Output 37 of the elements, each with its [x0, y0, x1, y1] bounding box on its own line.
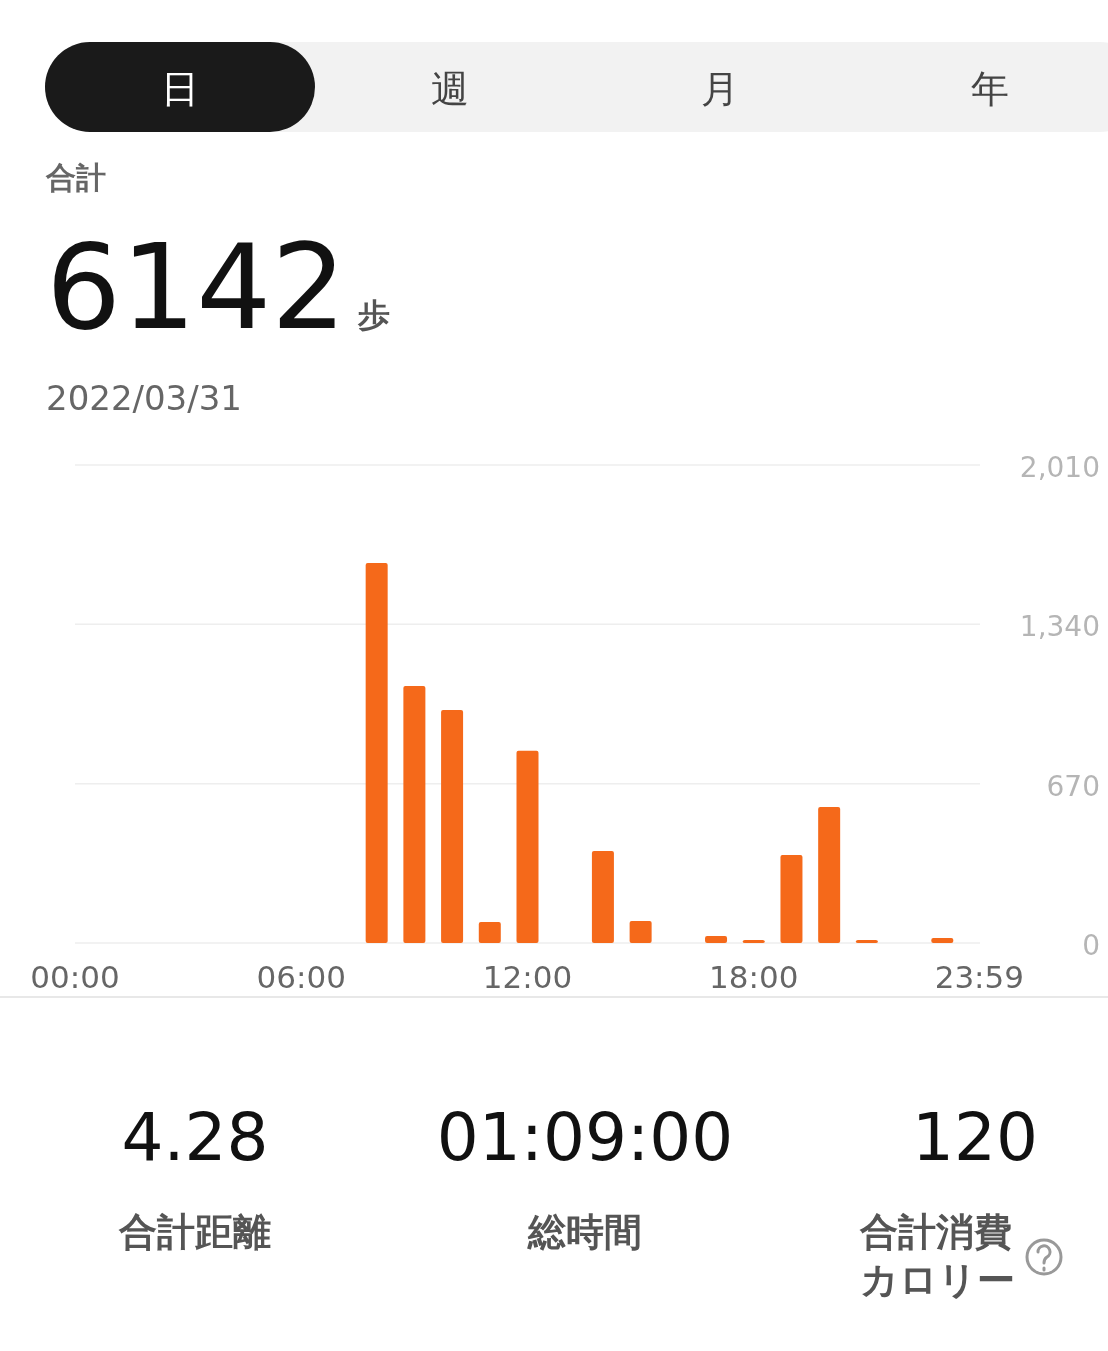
x-tick-label: 12:00 — [482, 959, 573, 995]
bar — [478, 922, 501, 943]
text: 合計距離 — [118, 1210, 271, 1254]
bar — [441, 709, 464, 943]
bar — [591, 850, 614, 943]
text: 月 — [701, 67, 739, 111]
x-tick-label: 18:00 — [709, 959, 799, 995]
text: 日 — [161, 67, 199, 111]
y-tick-label: 2,010 — [1019, 451, 1100, 484]
text: 歩 — [357, 296, 390, 334]
bar — [742, 939, 765, 943]
bar — [855, 939, 878, 943]
text: 6142 — [46, 218, 347, 356]
bar — [629, 920, 652, 943]
y-tick-label: 0 — [1082, 929, 1100, 962]
bar — [818, 806, 841, 943]
bar — [516, 750, 539, 943]
bar — [931, 938, 954, 943]
text: 120 — [912, 1099, 1038, 1176]
text: カロリー — [860, 1258, 1015, 1302]
y-tick-label: 1,340 — [1019, 610, 1100, 644]
text: 合計消費 — [859, 1210, 1012, 1254]
x-tick-label: 00:00 — [30, 959, 120, 995]
bar — [780, 855, 803, 943]
text: 週 — [431, 67, 469, 111]
y-tick-label: 670 — [1046, 769, 1100, 803]
bar — [705, 936, 728, 943]
text: 2022/03/31 — [46, 378, 242, 418]
bar — [365, 562, 388, 943]
x-tick-label: 06:00 — [256, 959, 346, 995]
x-tick-label: 23:59 — [934, 959, 1025, 995]
text: 総時間 — [527, 1210, 642, 1254]
text: 合計 — [45, 160, 106, 195]
text: 年 — [971, 67, 1009, 111]
text: 4.28 — [121, 1099, 269, 1176]
text: 01:09:00 — [436, 1099, 734, 1176]
bar — [403, 685, 426, 943]
